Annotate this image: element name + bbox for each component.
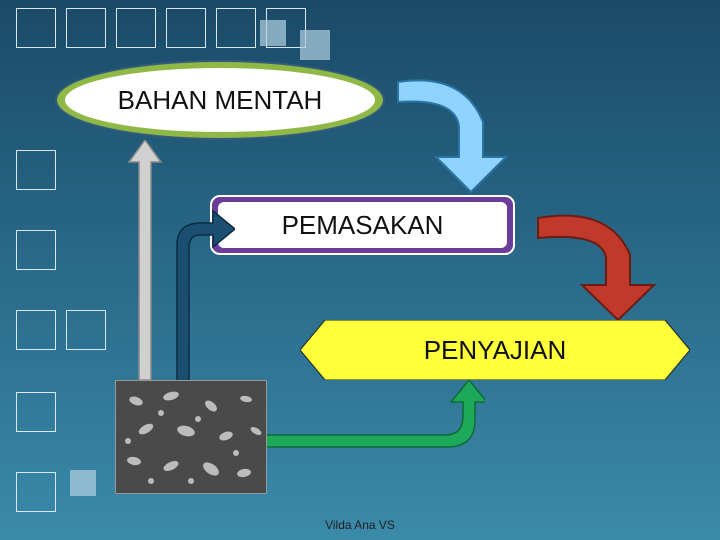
arrow-a3 <box>265 380 485 470</box>
arrow-a5 <box>125 140 165 380</box>
photo-bacteria <box>115 380 267 494</box>
node-pemasakan-label: PEMASAKAN <box>282 210 444 241</box>
slide: BAHAN MENTAH PEMASAKAN PENYAJIAN <box>0 0 720 540</box>
node-pemasakan: PEMASAKAN <box>210 195 515 255</box>
arrow-a4 <box>165 205 235 385</box>
arrow-a1 <box>388 62 518 197</box>
node-bahan-mentah: BAHAN MENTAH <box>55 60 385 140</box>
footer-author: Vilda Ana VS <box>325 518 395 532</box>
node-penyajian-label: PENYAJIAN <box>300 320 690 380</box>
node-bahan-mentah-label: BAHAN MENTAH <box>118 85 323 116</box>
arrow-a2 <box>530 200 670 325</box>
